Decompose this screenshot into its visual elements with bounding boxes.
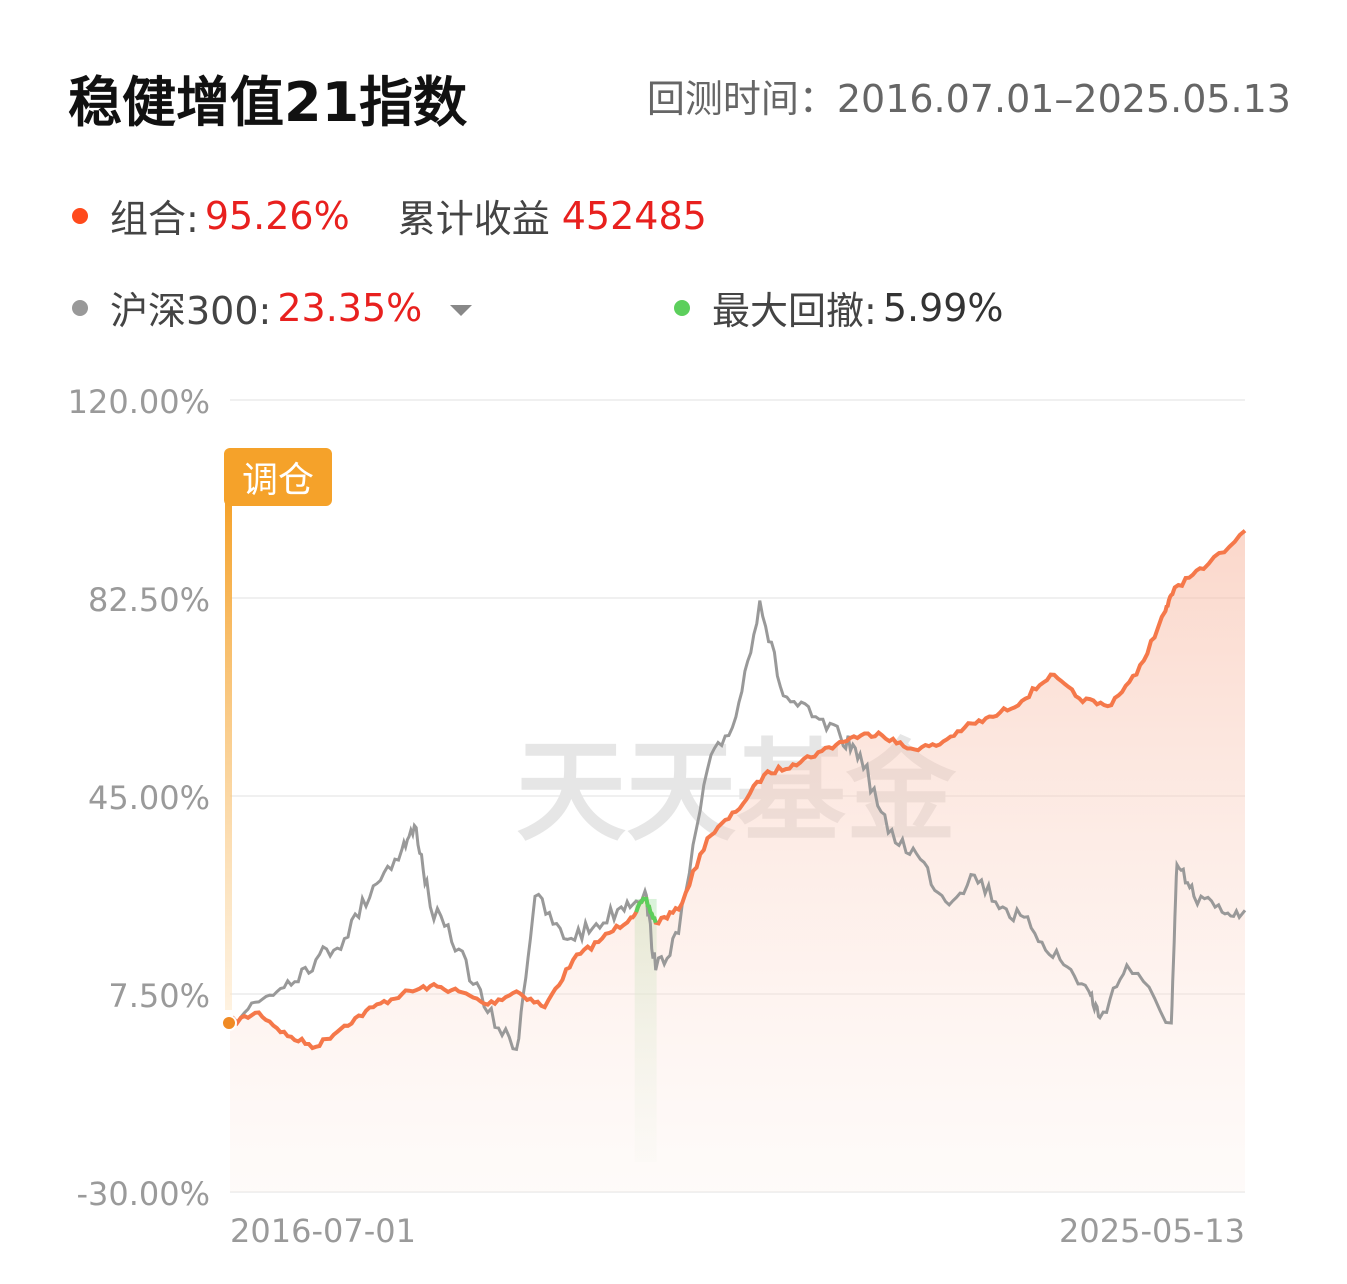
x-axis-ticks: 2016-07-01 2025-05-13 xyxy=(230,1212,1245,1250)
y-tick-label: 120.00% xyxy=(68,383,210,421)
x-tick-label-start: 2016-07-01 xyxy=(230,1212,416,1250)
performance-chart[interactable]: 120.00% 82.50% 45.00% 7.50% -30.00% 2016-07-… xyxy=(0,360,1347,1260)
start-point-marker[interactable] xyxy=(221,1015,237,1032)
cumulative-label: 累计收益 xyxy=(397,197,550,241)
rebalance-badge[interactable]: 调仓 xyxy=(224,448,332,506)
drawdown-label: 最大回撤: xyxy=(712,289,877,333)
y-tick-label: 82.50% xyxy=(88,581,210,619)
portfolio-label: 组合: xyxy=(110,197,199,241)
benchmark-value: 23.35% xyxy=(277,285,423,330)
chevron-down-icon[interactable] xyxy=(450,305,473,316)
benchmark-label: 沪深300: xyxy=(110,289,272,333)
drawdown-dot-icon xyxy=(674,299,690,316)
portfolio-area xyxy=(230,530,1245,1192)
x-tick-label-end: 2025-05-13 xyxy=(1059,1212,1245,1250)
page-title: 稳健增值21指数 xyxy=(68,71,468,134)
backtest-range: 回测时间：2016.07.01–2025.05.13 xyxy=(646,77,1291,121)
portfolio-line xyxy=(228,529,1247,1051)
y-tick-label: 7.50% xyxy=(108,977,210,1015)
legend-drawdown-row: 最大回撤: 5.99% xyxy=(674,280,1004,335)
benchmark-dot-icon xyxy=(72,299,88,316)
cumulative-value: 452485 xyxy=(561,193,707,238)
rebalance-marker-line xyxy=(225,500,232,1010)
portfolio-dot-icon xyxy=(72,207,88,224)
legend-portfolio-row: 组合: 95.26% 累计收益 452485 xyxy=(72,188,707,243)
portfolio-value: 95.26% xyxy=(204,193,350,238)
y-axis-ticks: 120.00% 82.50% 45.00% 7.50% -30.00% xyxy=(68,383,210,1213)
drawdown-value: 5.99% xyxy=(882,285,1004,330)
y-tick-label: -30.00% xyxy=(76,1175,210,1213)
benchmark-line xyxy=(228,600,1247,1052)
drawdown-segment xyxy=(634,896,658,924)
y-tick-label: 45.00% xyxy=(88,779,210,817)
benchmark-selector[interactable]: 沪深300: 23.35% xyxy=(72,280,473,335)
